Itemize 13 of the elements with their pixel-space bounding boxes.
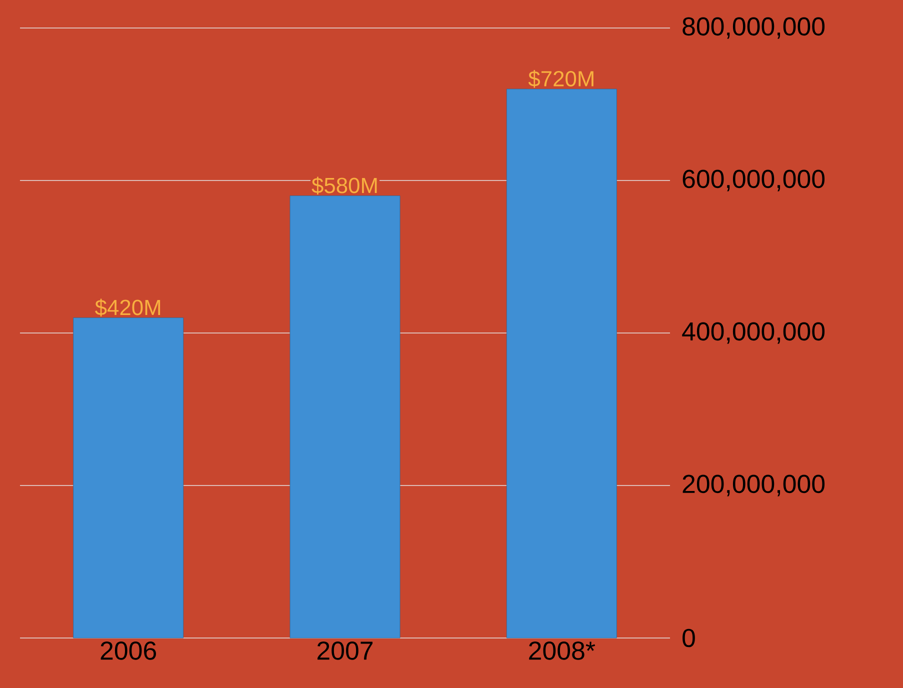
- data-label: $580M: [312, 176, 377, 195]
- bar: [290, 196, 400, 638]
- y-tick-label: 0: [682, 628, 695, 648]
- data-label: $420M: [95, 298, 160, 317]
- data-label: $720M: [528, 70, 594, 88]
- y-tick-label: 600,000,000: [682, 170, 825, 192]
- bar: [506, 88, 617, 638]
- y-tick-label: 400,000,000: [682, 322, 825, 344]
- x-tick-label: 2008*: [529, 642, 596, 660]
- y-tick-label: 800,000,000: [682, 17, 825, 39]
- y-tick-label: 200,000,000: [682, 474, 825, 496]
- x-tick-label: 2006: [100, 642, 156, 660]
- x-tick-label: 2007: [317, 642, 373, 660]
